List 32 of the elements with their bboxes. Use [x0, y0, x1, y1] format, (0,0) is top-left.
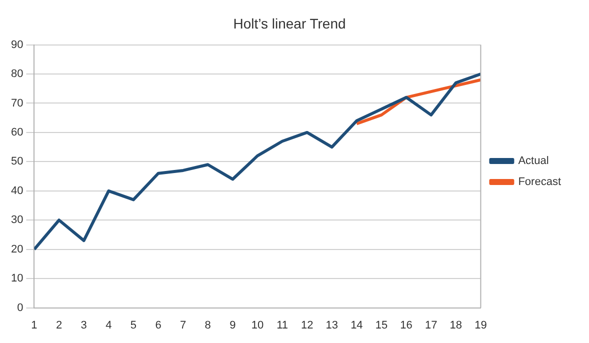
x-tick-label: 18 [450, 319, 462, 332]
y-tick-label: 20 [10, 243, 24, 256]
y-tick-label: 40 [10, 184, 24, 197]
x-tick-label: 17 [424, 319, 438, 332]
x-tick-label: 8 [204, 319, 211, 332]
legend-label: Actual [518, 155, 549, 168]
x-tick-label: 9 [230, 319, 236, 332]
x-tick-label: 14 [350, 319, 363, 332]
x-tick-label: 10 [251, 319, 264, 332]
x-tick-label: 4 [106, 319, 112, 332]
x-tick-label: 19 [474, 319, 487, 332]
x-tick-label: 1 [31, 319, 38, 332]
x-tick-label: 16 [400, 319, 412, 332]
y-tick-label: 60 [10, 126, 24, 138]
y-tick-label: 50 [10, 156, 24, 168]
x-tick-label: 12 [300, 319, 314, 332]
x-tick-label: 6 [155, 319, 162, 332]
y-tick-label: 30 [10, 214, 24, 226]
x-tick-label: 15 [375, 319, 388, 332]
y-tick-label: 10 [10, 272, 24, 285]
y-tick-label: 0 [17, 302, 24, 314]
x-tick-label: 7 [180, 319, 186, 332]
y-tick-label: 80 [10, 68, 24, 80]
y-tick-label: 70 [10, 97, 24, 110]
x-tick-label: 2 [56, 319, 62, 332]
x-tick-label: 13 [326, 319, 338, 332]
x-tick-label: 3 [80, 319, 87, 332]
x-tick-label: 11 [276, 319, 288, 332]
legend-label: Forecast [518, 176, 562, 188]
y-tick-label: 90 [10, 38, 24, 51]
chart-title: Holt’s linear Trend [233, 15, 346, 32]
x-tick-label: 5 [130, 319, 137, 332]
